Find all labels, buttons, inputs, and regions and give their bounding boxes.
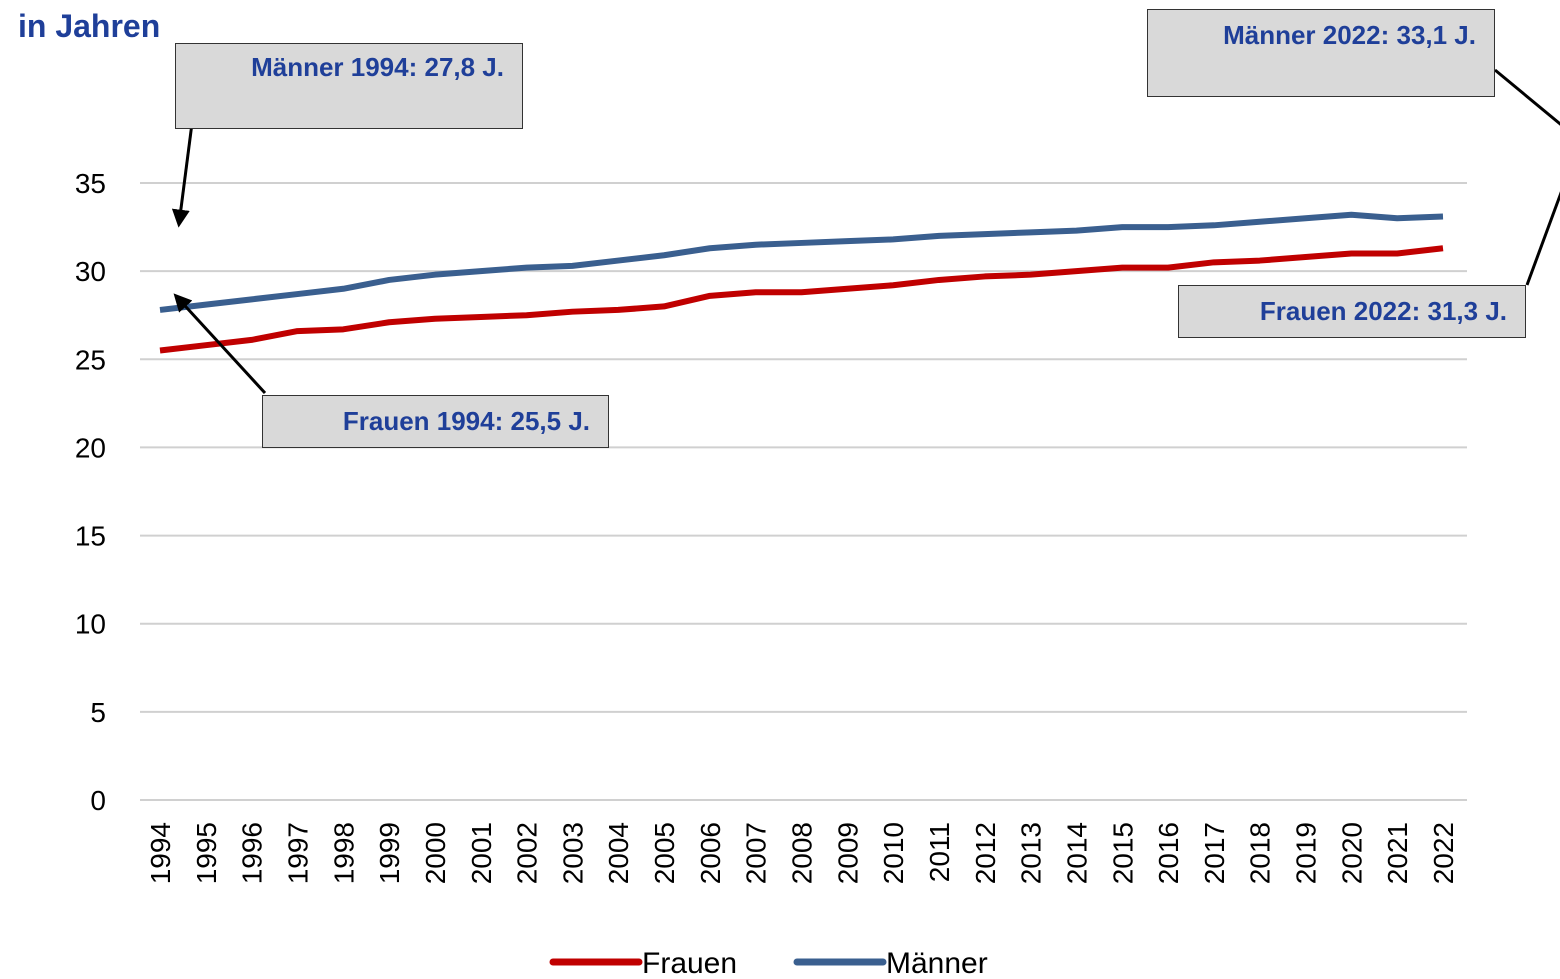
x-tick-label: 2006 [695,822,726,884]
series-line [159,245,1444,354]
x-tick-label: 2005 [649,822,680,884]
x-tick-label: 2022 [1428,822,1459,884]
x-tick-label: 2013 [1016,822,1047,884]
arrow [1494,68,1560,126]
x-tick-label: 2007 [741,822,772,884]
y-tick-label: 10 [75,609,106,640]
x-tick-label: 1994 [145,822,176,884]
annotation: Frauen 1994: 25,5 J. [262,395,609,448]
x-tick-label: 2001 [466,822,497,884]
y-tick-label: 5 [90,697,106,728]
x-tick-label: 1997 [282,822,313,884]
x-tick-label: 2014 [1061,822,1092,884]
y-tick-label: 15 [75,521,106,552]
arrow [1525,191,1560,286]
x-tick-label: 1998 [328,822,359,884]
legend-label: Männer [886,947,988,979]
y-tick-label: 20 [75,432,106,463]
legend-label: Frauen [642,947,737,979]
x-tick-label: 2020 [1336,822,1367,884]
chart-title: in Jahren [18,8,161,44]
x-tick-label: 2018 [1245,822,1276,884]
x-tick-label: 2011 [924,822,955,882]
x-tick-label: 2003 [557,822,588,884]
y-tick-label: 30 [75,256,106,287]
annotation: Frauen 2022: 31,3 J. [1178,285,1526,338]
x-tick-label: 2010 [878,822,909,884]
x-tick-label: 2000 [420,822,451,884]
x-tick-label: 1999 [374,822,405,884]
arrow [173,293,267,395]
legend-item: Männer [793,947,988,979]
y-tick-label: 35 [75,168,106,199]
annotation: Männer 2022: 33,1 J. [1147,9,1495,97]
annotation: Männer 1994: 27,8 J. [175,43,523,129]
x-tick-label: 2016 [1153,822,1184,884]
x-tick-label: 2008 [787,822,818,884]
x-tick-label: 2019 [1291,822,1322,884]
series-line [159,211,1444,313]
y-tick-label: 25 [75,344,106,375]
x-tick-label: 2012 [970,822,1001,884]
x-tick-label: 1996 [237,822,268,884]
x-tick-label: 2017 [1199,822,1230,884]
x-tick-label: 2021 [1382,822,1413,884]
x-tick-label: 2009 [832,822,863,884]
y-tick-label: 0 [90,785,106,816]
x-tick-label: 2002 [512,822,543,884]
legend-item: Frauen [549,947,737,979]
x-tick-label: 2015 [1107,822,1138,884]
x-tick-label: 2004 [603,822,634,884]
x-tick-label: 1995 [191,822,222,884]
